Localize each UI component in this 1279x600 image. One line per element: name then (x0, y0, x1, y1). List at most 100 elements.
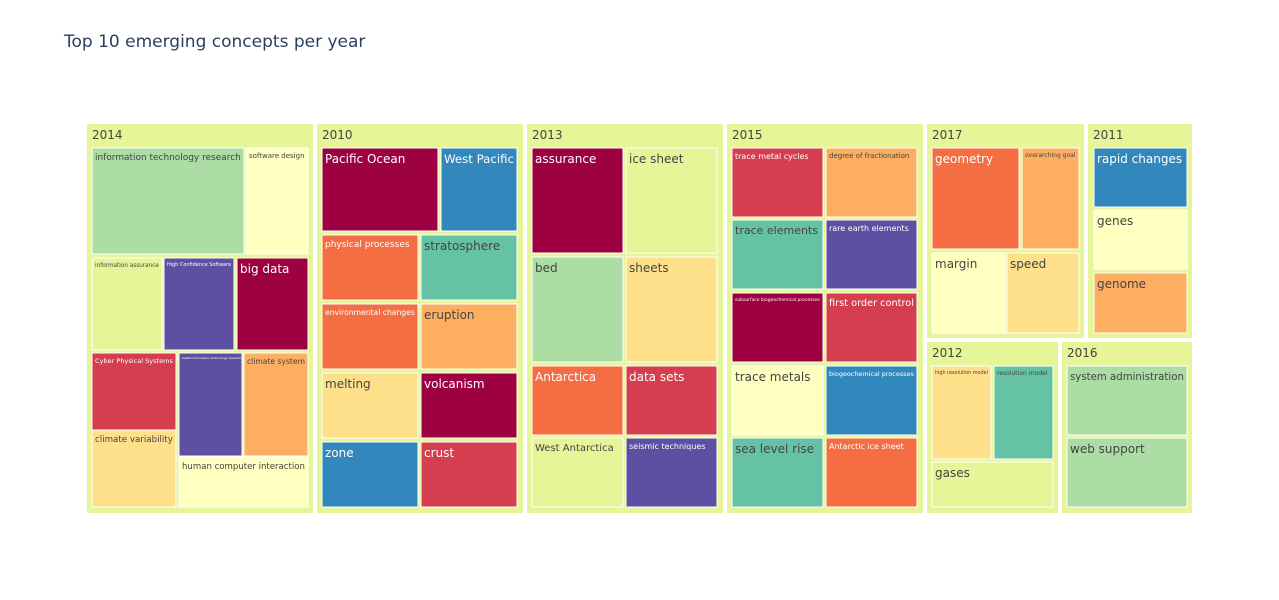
tile-label: West Antarctica (535, 443, 614, 454)
treemap-tile[interactable]: trace elements (731, 219, 824, 290)
tile-label: human computer interaction (182, 462, 305, 472)
tile-rect (91, 257, 163, 351)
treemap-tile[interactable]: eruption (420, 303, 518, 370)
tile-rect (1006, 252, 1080, 334)
tile-label: melting (325, 377, 371, 391)
treemap-tile[interactable]: overarching goal (1021, 147, 1080, 250)
tile-rect (178, 352, 243, 457)
tile-rect (825, 292, 918, 363)
treemap-tile[interactable]: rare earth elements (825, 219, 918, 290)
tile-rect (531, 256, 624, 363)
treemap-tile[interactable]: West Antarctica (531, 437, 624, 508)
group-label: 2012 (932, 346, 963, 360)
tile-rect (825, 219, 918, 290)
tile-label: software design (249, 152, 305, 160)
tile-rect (1093, 147, 1188, 208)
treemap-tile[interactable]: sheets (625, 256, 718, 363)
tile-rect (625, 437, 718, 508)
treemap-tile[interactable]: volcanism (420, 372, 518, 439)
treemap-tile[interactable]: High Confidence Software (163, 257, 235, 351)
tile-rect (91, 429, 177, 508)
tile-rect (1093, 272, 1188, 334)
tile-label: Cyber Physical Systems (95, 357, 174, 365)
tile-rect (321, 234, 419, 301)
group-label: 2013 (532, 128, 563, 142)
treemap-tile[interactable]: assurance (531, 147, 624, 254)
treemap-tile[interactable]: geometry (931, 147, 1020, 250)
chart-title: Top 10 emerging concepts per year (64, 32, 366, 52)
tile-label: geometry (935, 152, 993, 166)
tile-rect (993, 365, 1054, 460)
tile-label: data sets (629, 370, 684, 384)
treemap-tile[interactable]: genome (1093, 272, 1188, 334)
treemap-tile[interactable]: human computer interaction (178, 456, 309, 508)
tile-rect (420, 372, 518, 439)
tile-label: genome (1097, 277, 1146, 291)
treemap-tile[interactable]: seismic techniques (625, 437, 718, 508)
tile-rect (420, 303, 518, 370)
tile-label: Pacific Ocean (325, 152, 405, 166)
treemap-tile[interactable]: zone (321, 441, 419, 508)
tile-rect (731, 147, 824, 218)
treemap-tile[interactable]: ice sheet (625, 147, 718, 254)
tile-rect (420, 441, 518, 508)
tile-rect (731, 365, 824, 436)
treemap-tile[interactable]: Antarctica (531, 365, 624, 436)
tile-label: trace metals (735, 370, 811, 384)
tile-rect (625, 256, 718, 363)
treemap-tile[interactable]: margin (931, 252, 1006, 334)
treemap-tile[interactable]: climate variability (91, 429, 177, 508)
treemap-tile[interactable]: stratosphere (420, 234, 518, 301)
treemap-tile[interactable]: speed (1006, 252, 1080, 334)
treemap-tile[interactable]: gases (931, 461, 1054, 508)
tile-label: High Confidence Software (167, 262, 231, 268)
tile-label: subsurface biogeochemical processes (735, 297, 820, 303)
tile-rect (625, 147, 718, 254)
tile-label: genes (1097, 214, 1133, 228)
treemap-tile[interactable]: resolution model (993, 365, 1054, 460)
treemap-tile[interactable]: Antarctic ice sheet (825, 437, 918, 508)
tile-label: West Pacific (444, 152, 514, 166)
tile-rect (178, 456, 309, 508)
treemap-tile[interactable]: information assurance (91, 257, 163, 351)
tile-rect (931, 252, 1006, 334)
group-label: 2010 (322, 128, 353, 142)
tile-rect (420, 234, 518, 301)
treemap-tile[interactable]: West Pacific (440, 147, 518, 232)
treemap-tile[interactable]: physical processes (321, 234, 419, 301)
treemap-tile[interactable]: information technology research (91, 147, 245, 255)
treemap-tile[interactable]: data sets (625, 365, 718, 436)
tile-label: crust (424, 446, 454, 460)
tile-label: degree of fractionation (829, 152, 909, 160)
tile-rect (931, 461, 1054, 508)
treemap-tile[interactable]: climate system (243, 352, 309, 457)
treemap-tile[interactable]: biogeochemical processes (825, 365, 918, 436)
treemap-tile[interactable]: subsurface biogeochemical processes (731, 292, 824, 363)
tile-label: sea level rise (735, 442, 814, 456)
treemap-tile[interactable]: big data (236, 257, 309, 351)
treemap-tile[interactable]: bed (531, 256, 624, 363)
tile-rect (321, 441, 419, 508)
tile-label: trace elements (735, 224, 818, 237)
tile-rect (1093, 209, 1188, 270)
treemap-tile[interactable]: crust (420, 441, 518, 508)
treemap-tile[interactable]: web support (1066, 437, 1188, 508)
treemap-tile[interactable]: sea level rise (731, 437, 824, 508)
treemap-tile[interactable]: software design (245, 147, 309, 255)
treemap-tile[interactable]: degree of fractionation (825, 147, 918, 218)
treemap-tile[interactable]: rapid changes (1093, 147, 1188, 208)
group-label: 2011 (1093, 128, 1124, 142)
treemap-tile[interactable]: trace metals (731, 365, 824, 436)
treemap-tile[interactable]: melting (321, 372, 419, 439)
treemap-tile[interactable]: trace metal cycles (731, 147, 824, 218)
treemap-tile[interactable]: Pacific Ocean (321, 147, 439, 232)
treemap-tile[interactable]: high resolution model (931, 365, 992, 460)
treemap-tile[interactable]: health information technology research (178, 352, 243, 457)
treemap-tile[interactable]: genes (1093, 209, 1188, 270)
treemap-tile[interactable]: first order control (825, 292, 918, 363)
tile-label: physical processes (325, 240, 410, 250)
treemap-tile[interactable]: environmental changes (321, 303, 419, 370)
treemap-tile[interactable]: system administration (1066, 365, 1188, 436)
tile-label: resolution model (997, 370, 1048, 377)
